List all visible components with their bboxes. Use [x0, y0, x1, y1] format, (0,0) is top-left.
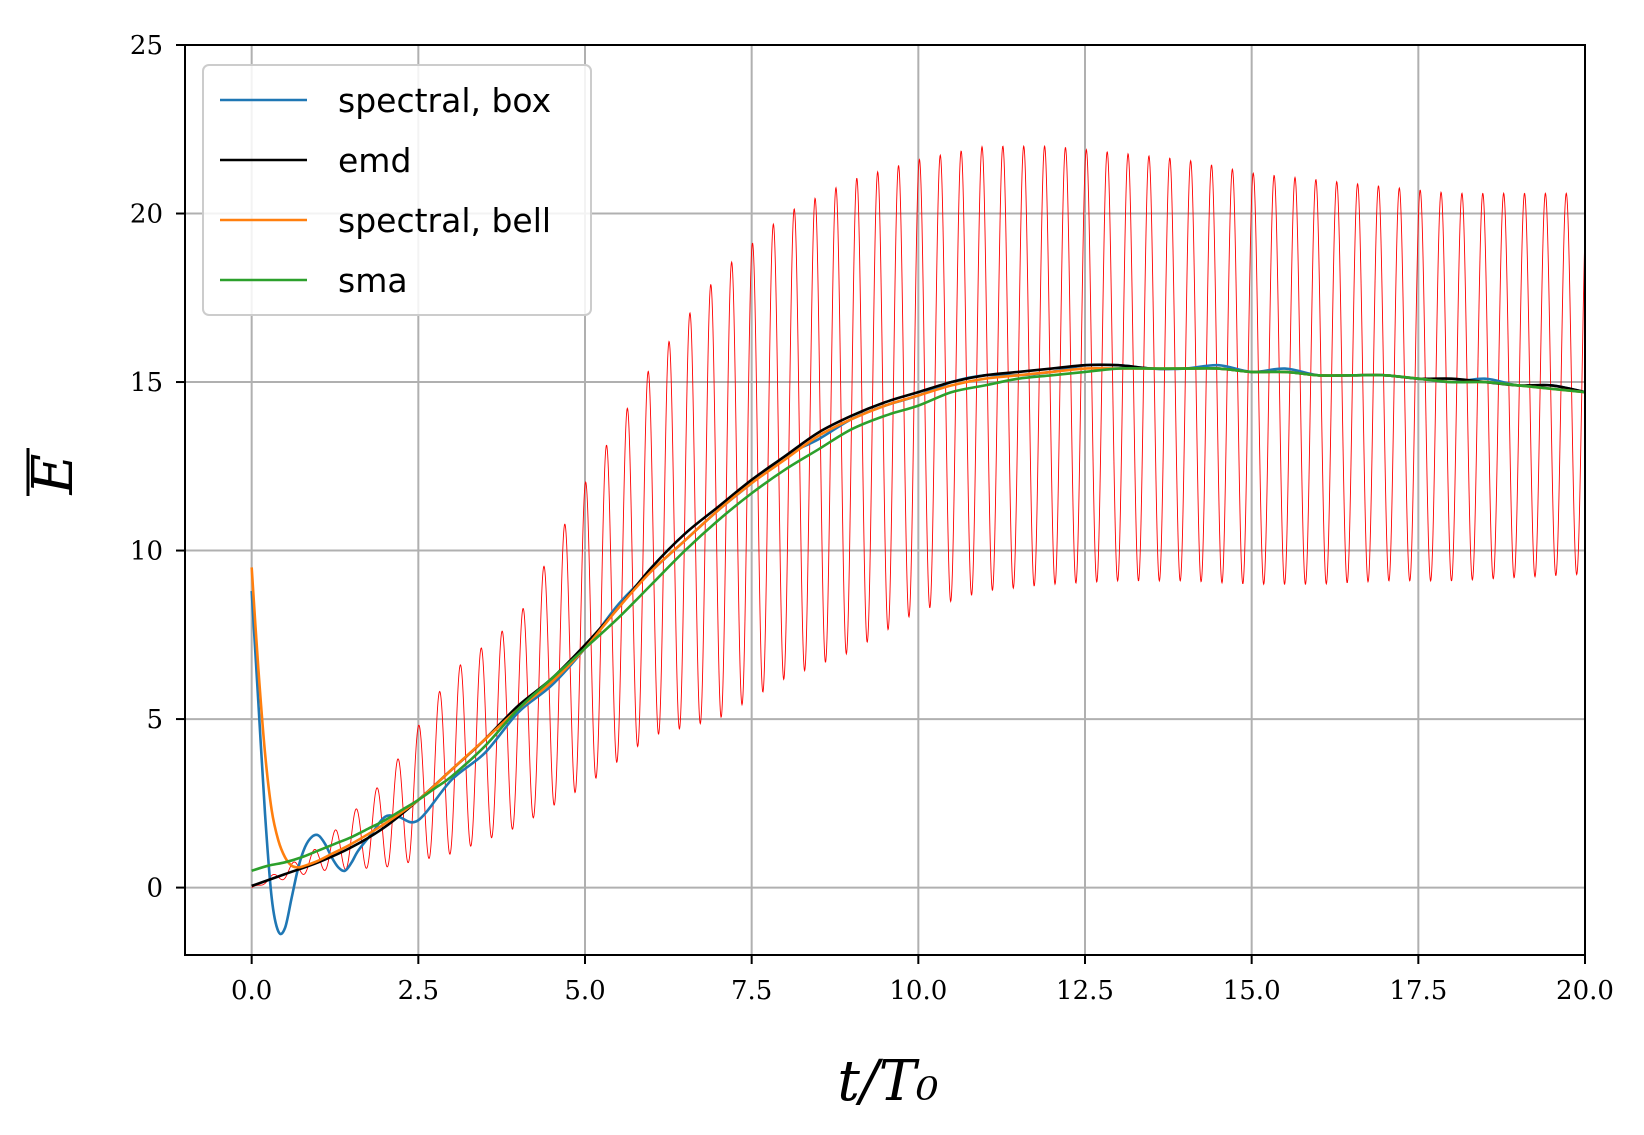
series-layer: [250, 363, 1586, 936]
y-tick-label: 10: [130, 537, 163, 567]
legend-label: spectral, bell: [338, 201, 551, 240]
legend-box: [202, 64, 592, 316]
x-axis-label: t/T₀: [837, 1049, 938, 1114]
raw-signal-layer: [251, 144, 1586, 888]
x-tick-label: 0.0: [231, 976, 272, 1006]
series-line-sma: [251, 367, 1586, 872]
y-tick-label: 15: [130, 368, 163, 398]
y-axis-label: E: [21, 454, 86, 496]
y-tick-label: 0: [146, 874, 163, 904]
ticks: [176, 44, 1586, 964]
x-tick-label: 12.5: [1056, 976, 1114, 1006]
x-tick-label: 7.5: [731, 976, 772, 1006]
y-axis-label-group: E: [21, 448, 86, 496]
y-tick-label: 5: [146, 705, 163, 735]
raw-signal-line: [251, 144, 1586, 888]
plot-frame: [184, 44, 1586, 956]
legend-label: spectral, box: [338, 81, 551, 120]
x-tick-label: 17.5: [1389, 976, 1447, 1006]
x-tick-label: 2.5: [398, 976, 439, 1006]
x-tick-label: 15.0: [1223, 976, 1281, 1006]
legend: spectral, box emd spectral, bell sma: [202, 64, 592, 316]
y-tick-label: 20: [130, 200, 163, 230]
x-tick-label: 20.0: [1556, 976, 1614, 1006]
y-tick-labels: 0 5 10 15 20 25: [130, 31, 163, 904]
x-tick-labels: 0.0 2.5 5.0 7.5 10.0 12.5 15.0 17.5 20.0: [231, 976, 1614, 1006]
legend-label: emd: [338, 141, 411, 180]
legend-label: sma: [338, 261, 408, 300]
x-tick-label: 5.0: [564, 976, 605, 1006]
x-tick-label: 10.0: [889, 976, 947, 1006]
y-tick-label: 25: [130, 31, 163, 61]
